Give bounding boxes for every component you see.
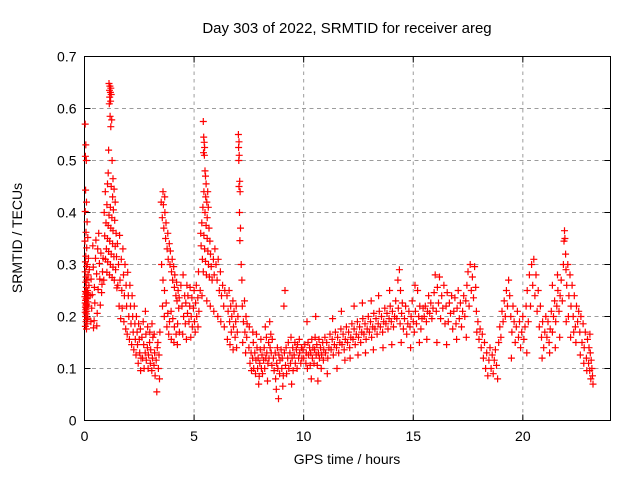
x-tick-label: 5 [190, 428, 198, 444]
y-tick-label: 0.5 [57, 153, 77, 169]
x-axis-label: GPS time / hours [294, 451, 401, 467]
x-tick-label: 0 [81, 428, 89, 444]
y-axis-label: SRMTID / TECUs [9, 183, 25, 293]
y-tick-label: 0.3 [57, 257, 77, 273]
y-tick-label: 0.7 [57, 49, 77, 65]
y-tick-label: 0.1 [57, 361, 77, 377]
chart-title: Day 303 of 2022, SRMTID for receiver are… [202, 20, 491, 37]
y-tick-label: 0.2 [57, 309, 77, 325]
y-tick-label: 0.4 [57, 205, 77, 221]
y-tick-label: 0.6 [57, 101, 77, 117]
tick-layer [84, 56, 611, 421]
x-tick-label: 15 [405, 428, 421, 444]
x-tick-label: 10 [296, 428, 312, 444]
scatter-points [81, 80, 597, 403]
tick-label-layer: 0 5 10 15 20 0 0.1 0.2 0.3 0.4 0.5 0.6 0.7 [57, 49, 531, 445]
x-tick-label: 20 [515, 428, 531, 444]
y-tick-label: 0 [69, 413, 77, 429]
